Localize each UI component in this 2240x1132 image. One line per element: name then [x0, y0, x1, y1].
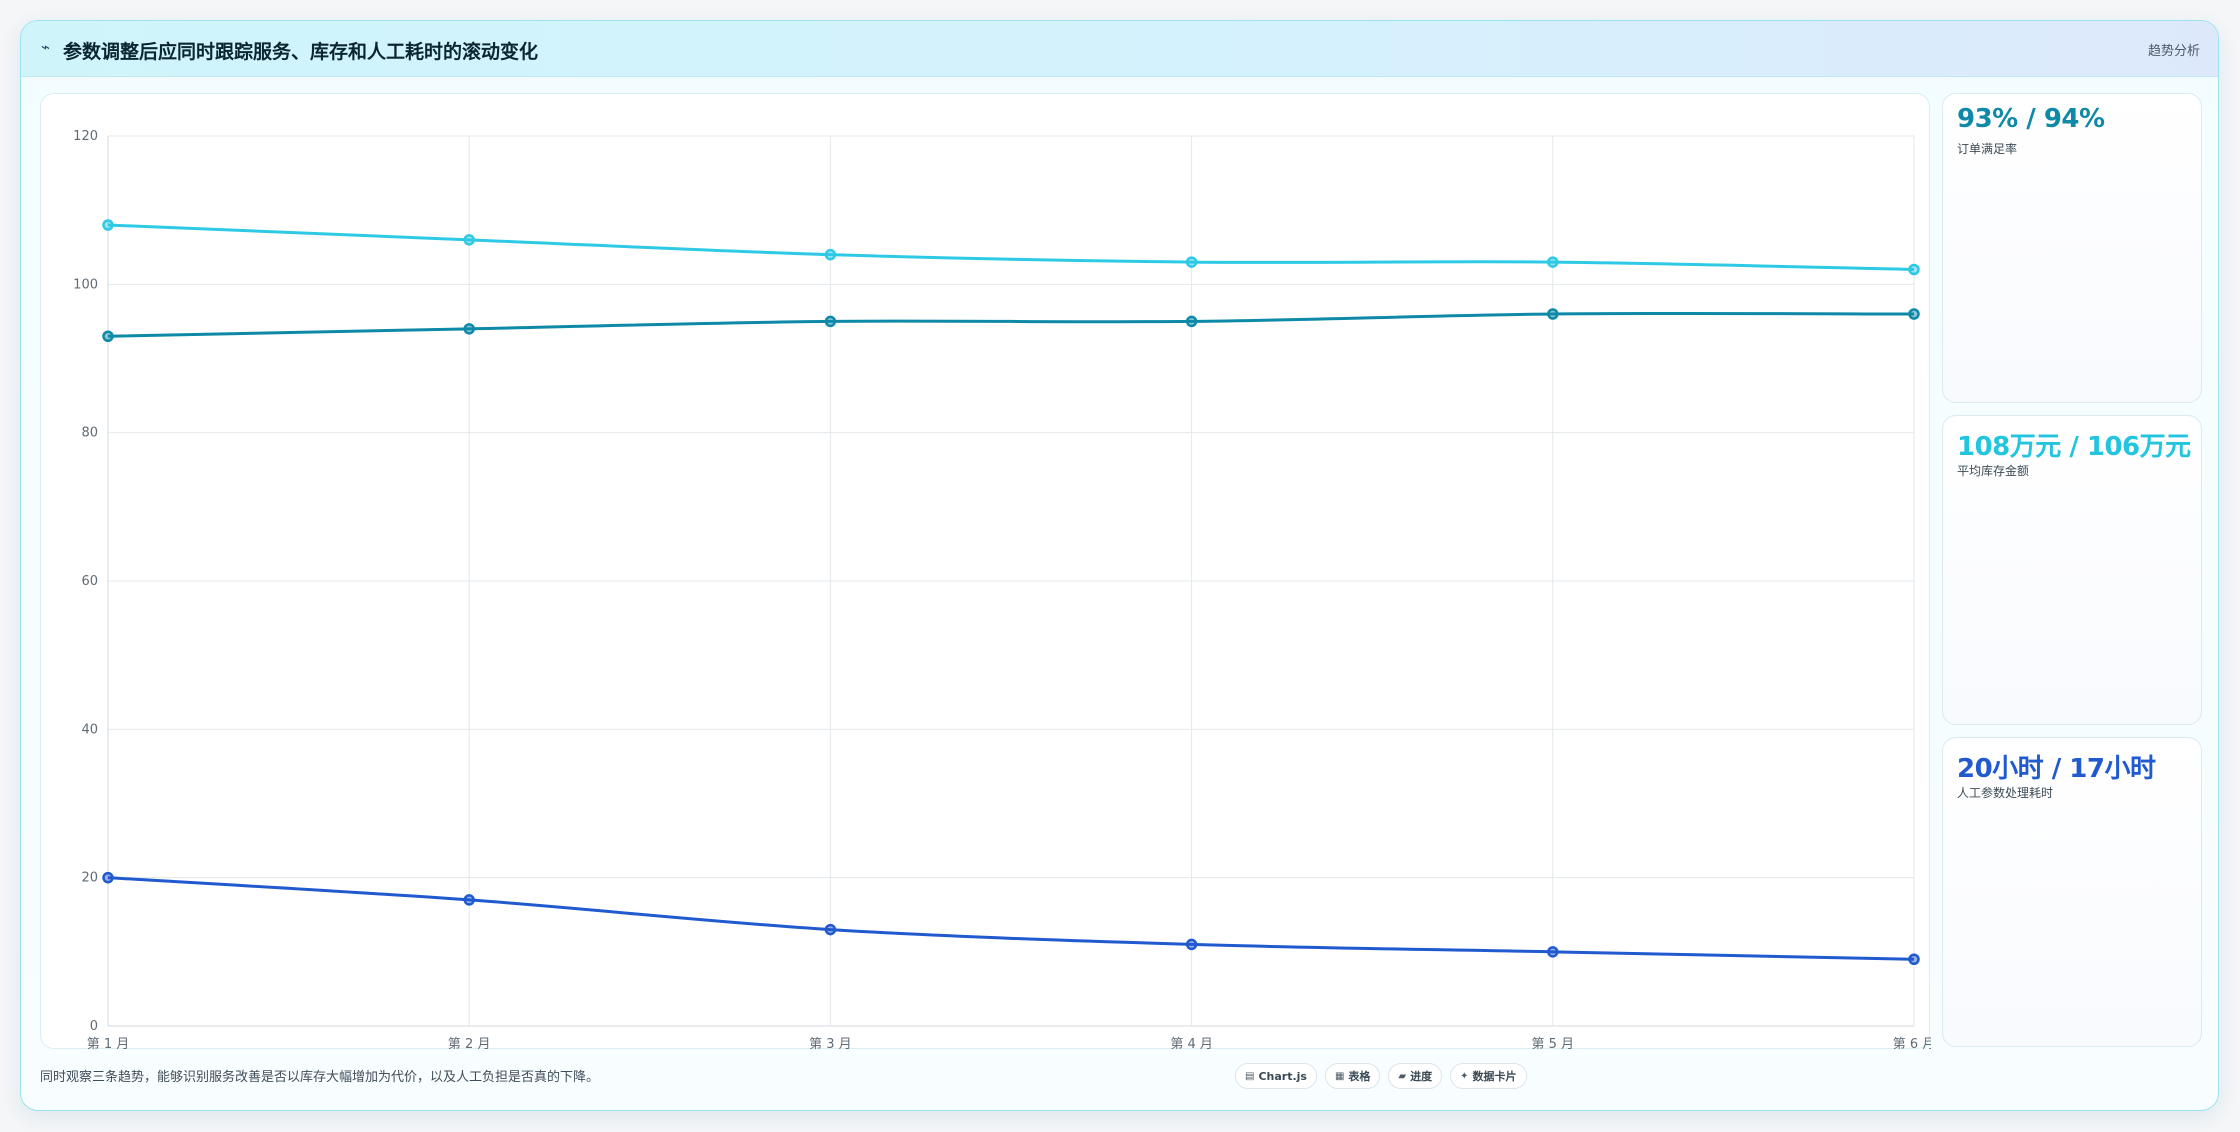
y-tick-label: 20: [81, 871, 98, 886]
y-tick-label: 40: [81, 722, 98, 737]
data-point: [824, 315, 837, 328]
chip-label: 数据卡片: [1472, 1070, 1517, 1083]
stat-card-inventory: 108万元 / 106万元 平均库存金额: [1942, 415, 2202, 725]
data-point: [1185, 256, 1198, 268]
chip-label: 表格: [1348, 1070, 1371, 1083]
series-line: [107, 223, 1915, 271]
stat-label: 订单满足率: [1957, 142, 2018, 156]
card-icon: ✦: [1460, 1070, 1469, 1082]
chip-table[interactable]: ▦ 表格: [1324, 1063, 1381, 1089]
data-point: [824, 923, 837, 936]
y-tick-label: 120: [73, 129, 98, 144]
y-tick-label: 100: [73, 277, 98, 292]
footer-note: 同时观察三条趋势，能够识别服务改善是否以库存大幅增加为代价，以及人工负担是否真的…: [40, 1070, 600, 1085]
stat-value: 108万元 / 106万元: [1957, 432, 2191, 462]
stat-label: 人工参数处理耗时: [1957, 786, 2054, 800]
data-point: [463, 894, 475, 906]
data-point: [1908, 953, 1920, 965]
panel-tag: 趋势分析: [2147, 44, 2200, 59]
data-point: [463, 234, 475, 246]
y-tick-label: 80: [81, 426, 98, 441]
data-point: [1185, 938, 1198, 951]
data-point: [463, 323, 475, 335]
y-tick-label: 60: [81, 574, 98, 589]
series-line: [107, 876, 1915, 961]
x-tick-label: 第 6 月: [1893, 1037, 1931, 1050]
x-tick-label: 第 3 月: [809, 1037, 852, 1050]
table-icon: ▦: [1334, 1070, 1345, 1082]
chip-label: 进度: [1410, 1070, 1433, 1083]
chip-chartjs[interactable]: ▤ Chart.js: [1235, 1063, 1317, 1089]
x-tick-label: 第 4 月: [1170, 1037, 1213, 1050]
stat-value: 93% / 94%: [1957, 104, 2105, 134]
data-point: [824, 248, 837, 261]
series-line: [107, 311, 1915, 338]
progress-icon: ▰: [1398, 1070, 1407, 1082]
x-tick-label: 第 2 月: [448, 1037, 491, 1050]
trend-icon: ⌁: [41, 38, 51, 56]
data-point: [102, 330, 114, 342]
data-point: [1547, 308, 1559, 320]
panel-header: ⌁ 参数调整后应同时跟踪服务、库存和人工耗时的滚动变化 趋势分析: [21, 21, 2218, 77]
tech-chips: ▤ Chart.js ▦ 表格 ▰ 进度 ✦ 数据卡片: [1235, 1063, 1527, 1089]
data-point: [1547, 946, 1559, 958]
chip-data-card[interactable]: ✦ 数据卡片: [1450, 1063, 1527, 1089]
chip-label: Chart.js: [1258, 1069, 1307, 1083]
x-tick-label: 第 5 月: [1532, 1037, 1575, 1050]
stat-card-labor-hours: 20小时 / 17小时 人工参数处理耗时: [1942, 737, 2202, 1047]
data-point: [1908, 263, 1920, 276]
chip-progress[interactable]: ▰ 进度: [1388, 1063, 1443, 1089]
stat-value: 20小时 / 17小时: [1957, 754, 2156, 784]
line-chart: 0 20 40 60 80 100 120 第 1 月 第 2 月 第 3 月 第 4 月 第 5 月…: [73, 129, 1931, 1050]
data-point: [102, 871, 114, 884]
data-point: [1908, 308, 1920, 320]
panel-title: 参数调整后应同时跟踪服务、库存和人工耗时的滚动变化: [63, 41, 539, 63]
data-point: [1547, 256, 1559, 268]
y-tick-label: 0: [90, 1019, 98, 1034]
chart-icon: ▤: [1245, 1070, 1255, 1082]
data-point: [1185, 315, 1198, 328]
x-tick-label: 第 1 月: [87, 1037, 130, 1050]
stat-label: 平均库存金额: [1957, 464, 2030, 478]
line-chart-card: 0 20 40 60 80 100 120 第 1 月 第 2 月 第 3 月 第 4 月 第 5 月…: [40, 93, 1931, 1050]
data-point: [102, 219, 114, 231]
stat-card-fill-rate: 93% / 94% 订单满足率: [1942, 93, 2202, 403]
trend-panel: ⌁ 参数调整后应同时跟踪服务、库存和人工耗时的滚动变化 趋势分析 0 20 40 60…: [20, 20, 2219, 1111]
